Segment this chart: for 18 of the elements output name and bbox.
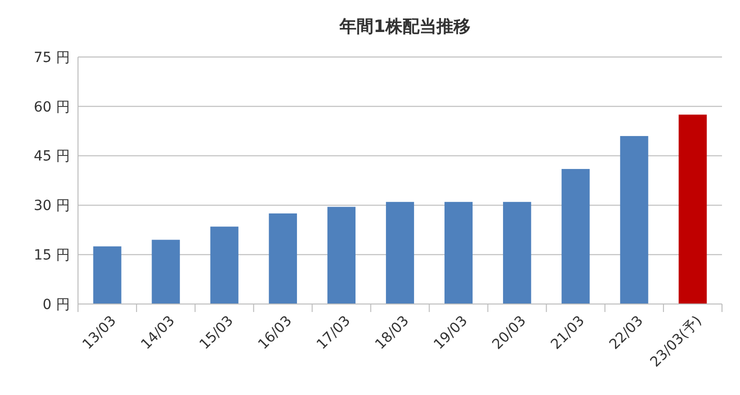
y-tick-label: 60 円 (34, 99, 70, 116)
bar (678, 114, 707, 304)
bar (503, 202, 532, 304)
chart-title: 年間1株配当推移 (338, 17, 470, 37)
y-tick-label: 45 円 (34, 148, 70, 165)
bar (386, 202, 414, 304)
bar (268, 213, 297, 304)
bar (210, 226, 238, 304)
bar (444, 202, 473, 304)
bar (620, 136, 648, 304)
bar (93, 246, 122, 304)
y-tick-label: 15 円 (34, 248, 70, 264)
bar (562, 168, 590, 304)
y-tick-label: 0 円 (42, 296, 70, 313)
y-tick-label: 75 円 (34, 50, 70, 66)
bar (152, 240, 180, 304)
y-tick-label: 30 円 (34, 198, 70, 214)
bar (327, 206, 356, 304)
